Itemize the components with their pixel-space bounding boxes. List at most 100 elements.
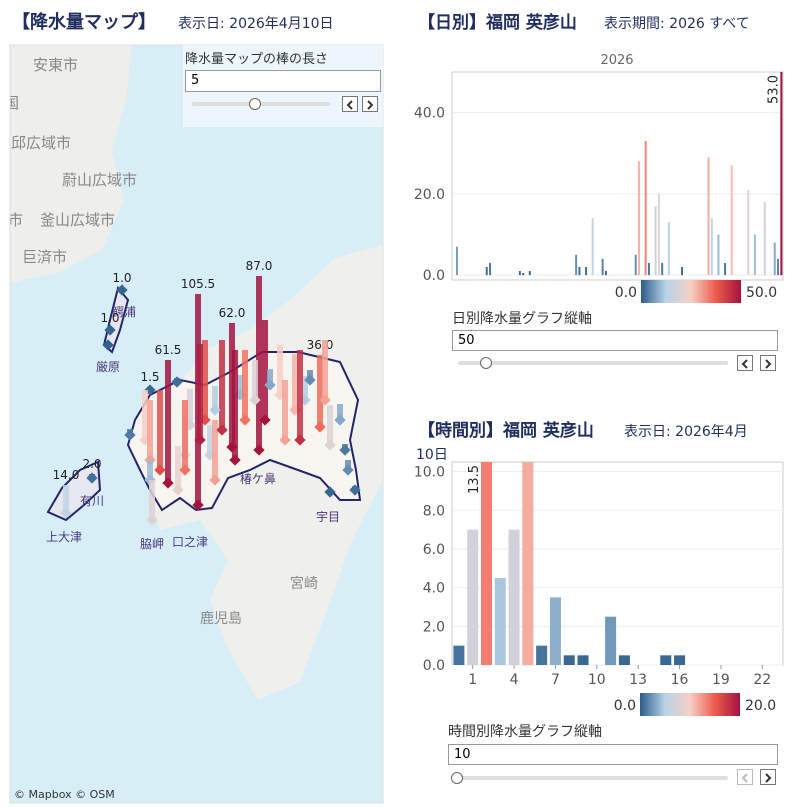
bar bbox=[773, 242, 776, 276]
place-label: 大邱広域市 bbox=[0, 134, 71, 152]
bar bbox=[747, 189, 750, 276]
control-label: 日別降水量グラフ縦軸 bbox=[452, 311, 592, 327]
bar bbox=[485, 267, 488, 276]
station-marker bbox=[162, 477, 174, 489]
hourly-plot bbox=[451, 461, 784, 666]
stations: 1.0 1.0 1.5 61.5 105.5 87.0 62.0 36.0 14.02.0 bbox=[53, 259, 361, 526]
map-title: 【降水量マップ】 bbox=[12, 11, 156, 33]
hourly-subtitle: 表示日: 2026年4月 bbox=[624, 424, 748, 440]
station-marker bbox=[229, 454, 241, 466]
y-tick-label: 4.0 bbox=[423, 581, 445, 597]
station-marker bbox=[209, 474, 221, 486]
x-tick-label: 7 bbox=[551, 672, 560, 688]
station-label: 1.0 bbox=[112, 271, 131, 285]
next-button[interactable] bbox=[362, 96, 378, 112]
prev-button[interactable] bbox=[737, 769, 753, 785]
station-label: 14.0 bbox=[53, 468, 80, 482]
prev-button[interactable] bbox=[737, 355, 753, 371]
next-button[interactable] bbox=[760, 769, 776, 785]
prev-button[interactable] bbox=[342, 96, 358, 112]
bar bbox=[717, 234, 720, 276]
color-legend bbox=[640, 693, 740, 716]
bar bbox=[453, 645, 465, 665]
bar bbox=[661, 262, 664, 276]
station-bar bbox=[212, 420, 218, 480]
x-tick-label: 4 bbox=[510, 672, 519, 688]
station-label: 62.0 bbox=[219, 306, 246, 320]
place-label: 上大津 bbox=[46, 530, 82, 544]
bar bbox=[681, 267, 684, 276]
station-marker bbox=[146, 514, 158, 526]
legend-label: 0.0 bbox=[614, 698, 636, 714]
bar bbox=[578, 267, 581, 276]
station-bar bbox=[252, 360, 258, 400]
bar bbox=[724, 262, 727, 276]
daily-subtitle: 表示期間: 2026 すべて bbox=[604, 16, 750, 32]
bar bbox=[455, 246, 458, 276]
station-bar bbox=[149, 480, 155, 520]
land bbox=[10, 45, 132, 283]
next-button[interactable] bbox=[760, 355, 776, 371]
bar bbox=[585, 267, 588, 276]
input[interactable]: 5 bbox=[185, 70, 381, 92]
station-bar bbox=[219, 340, 225, 430]
station-bar bbox=[302, 376, 308, 400]
input[interactable]: 10 bbox=[448, 744, 778, 765]
slider-thumb[interactable] bbox=[249, 98, 261, 110]
station-marker bbox=[259, 414, 271, 426]
bar bbox=[763, 202, 766, 276]
bar bbox=[780, 72, 783, 276]
station-marker bbox=[314, 421, 326, 433]
y-tick-label: 0.0 bbox=[423, 658, 445, 674]
place-label: 宇目 bbox=[316, 510, 340, 524]
daily-plot bbox=[451, 71, 784, 281]
station-marker bbox=[194, 434, 206, 446]
legend-label: 0.0 bbox=[615, 285, 637, 301]
slider-thumb[interactable] bbox=[451, 772, 463, 784]
station-bar bbox=[142, 390, 148, 440]
station-bar bbox=[182, 400, 188, 470]
bar bbox=[605, 616, 617, 665]
station-marker bbox=[192, 499, 204, 511]
color-legend bbox=[641, 280, 741, 303]
station-marker bbox=[319, 394, 331, 406]
map-date: 表示日: 2026年4月10日 bbox=[178, 16, 334, 32]
bar bbox=[710, 218, 713, 276]
y-tick-label: 40.0 bbox=[414, 106, 445, 122]
daily-header: 2026 bbox=[600, 53, 633, 68]
station-bar bbox=[277, 345, 283, 395]
bar bbox=[634, 254, 637, 276]
value-label: 53.0 bbox=[766, 75, 781, 104]
station-bar bbox=[242, 350, 248, 420]
station-marker bbox=[324, 486, 336, 498]
slider-thumb[interactable] bbox=[480, 357, 492, 369]
station-marker bbox=[253, 444, 265, 456]
daily-title: 【日別】福岡 英彦山 bbox=[418, 12, 577, 33]
station-marker bbox=[304, 374, 316, 386]
station-marker bbox=[239, 414, 251, 426]
station-bar bbox=[267, 369, 273, 385]
hourly-subtitle: 10日 bbox=[416, 447, 448, 463]
bar bbox=[563, 655, 575, 665]
icon bbox=[741, 359, 748, 369]
bar bbox=[489, 262, 492, 276]
station-marker bbox=[294, 434, 306, 446]
icon bbox=[741, 773, 748, 783]
station-marker bbox=[179, 464, 191, 476]
bar bbox=[575, 254, 578, 276]
station-bar bbox=[337, 404, 343, 420]
station-bar bbox=[212, 386, 218, 410]
station-label: 61.5 bbox=[155, 343, 182, 357]
bar bbox=[536, 645, 548, 665]
input[interactable]: 50 bbox=[452, 330, 778, 351]
bar bbox=[654, 206, 657, 276]
control-label: 降水量マップの棒の長さ bbox=[185, 52, 329, 67]
station-bar bbox=[187, 389, 193, 425]
icon bbox=[765, 773, 772, 783]
station-bar bbox=[175, 446, 181, 490]
station-label: 1.5 bbox=[140, 370, 159, 384]
bar bbox=[618, 655, 630, 665]
